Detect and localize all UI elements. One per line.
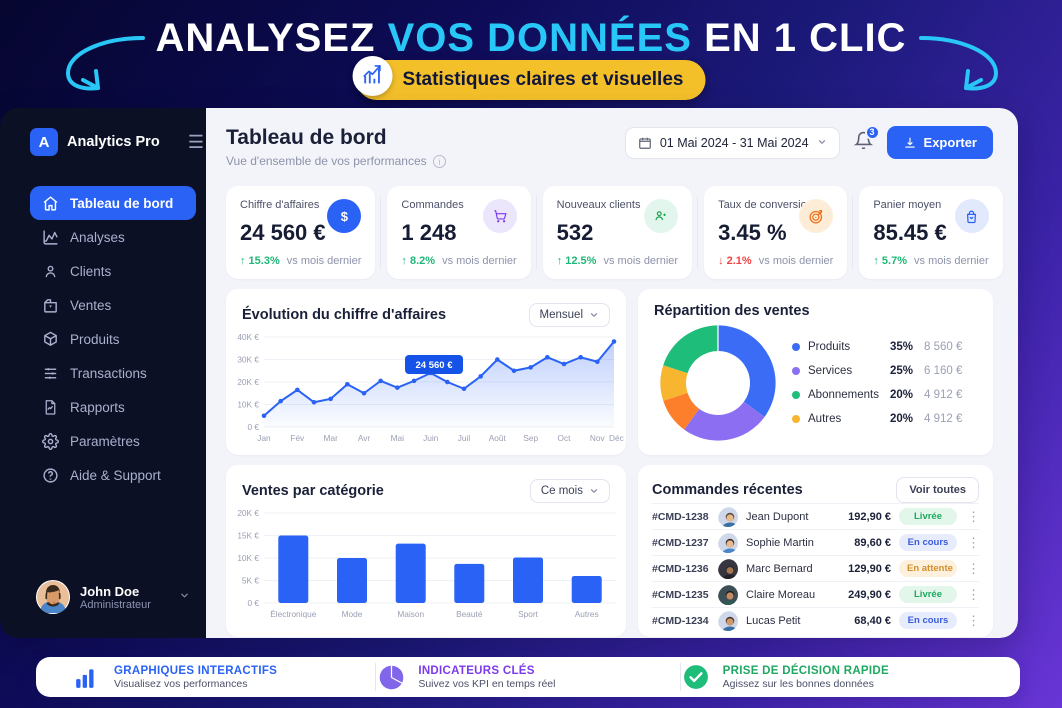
svg-text:Juin: Juin (423, 433, 439, 443)
svg-text:Électronique: Électronique (270, 609, 317, 619)
svg-text:Oct: Oct (558, 433, 572, 443)
svg-text:0 €: 0 € (247, 598, 259, 608)
svg-text:30K €: 30K € (237, 355, 259, 365)
svg-text:Jan: Jan (257, 433, 271, 443)
svg-text:20K €: 20K € (237, 508, 259, 518)
svg-text:Maison: Maison (397, 609, 424, 619)
svg-text:Juil: Juil (458, 433, 471, 443)
svg-text:24 560 €: 24 560 € (416, 360, 454, 371)
svg-text:Déc: Déc (609, 433, 624, 443)
svg-text:Mar: Mar (324, 433, 339, 443)
svg-text:Mai: Mai (391, 433, 405, 443)
svg-text:Autres: Autres (575, 609, 599, 619)
svg-text:Sport: Sport (518, 609, 539, 619)
svg-text:Août: Août (489, 433, 507, 443)
svg-text:10K €: 10K € (237, 400, 259, 410)
svg-text:Avr: Avr (358, 433, 371, 443)
svg-text:40K €: 40K € (237, 332, 259, 342)
svg-text:5K €: 5K € (242, 576, 259, 586)
svg-text:10K €: 10K € (237, 553, 259, 563)
svg-text:Beauté: Beauté (456, 609, 483, 619)
svg-text:Nov: Nov (590, 433, 606, 443)
svg-text:20K €: 20K € (237, 377, 259, 387)
svg-text:15K €: 15K € (237, 531, 259, 541)
svg-text:Fév: Fév (290, 433, 305, 443)
svg-text:Sep: Sep (523, 433, 538, 443)
svg-text:0 €: 0 € (247, 422, 259, 432)
svg-text:Mode: Mode (342, 609, 363, 619)
